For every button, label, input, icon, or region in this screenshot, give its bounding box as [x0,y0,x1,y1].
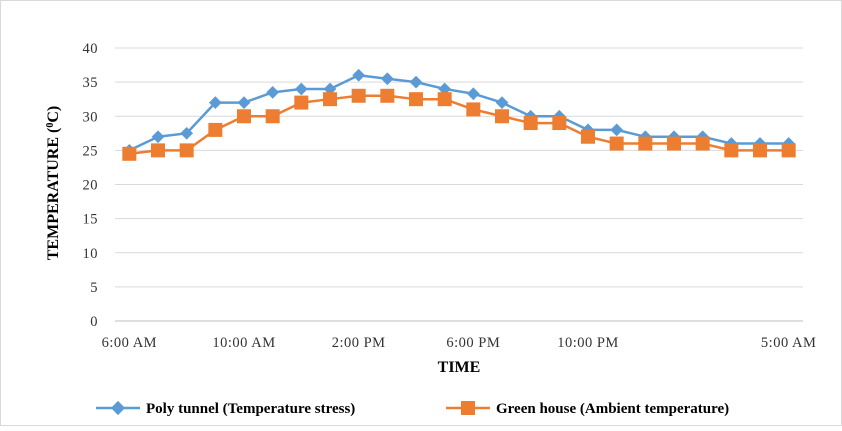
point-green-house [523,116,538,131]
legend-marker-green-house [461,401,475,415]
point-green-house [781,143,796,158]
point-green-house [552,116,567,131]
y-axis-title-superscript: 0 [45,123,56,128]
x-tick-label: 10:00 PM [557,335,619,351]
legend-label-poly-tunnel: Poly tunnel (Temperature stress) [146,401,355,417]
series-layer [122,68,796,161]
point-green-house [638,136,653,151]
point-poly-tunnel [237,96,251,109]
x-axis-title: TIME [438,359,481,376]
point-green-house [351,88,366,103]
point-green-house [151,143,165,158]
y-axis-title-main: TEMPERATURE ( [45,128,62,261]
y-axis-ticks: 0 5 10 15 20 25 30 35 40 [83,41,99,330]
point-green-house [466,102,481,117]
y-tick-label: 40 [83,41,99,57]
point-green-house [609,136,624,151]
point-green-house [437,92,452,107]
legend-marker-poly-tunnel [110,400,126,416]
x-axis-ticks: 6:00 AM 10:00 AM 2:00 PM 6:00 PM 10:00 PM 5:0… [102,335,816,351]
y-tick-label: 5 [90,280,98,296]
y-tick-label: 20 [83,178,99,194]
y-tick-label: 25 [83,143,99,159]
legend-item-poly-tunnel: Poly tunnel (Temperature stress) [96,400,355,417]
point-poly-tunnel [180,126,194,140]
point-green-house [380,88,395,103]
point-green-house [724,143,739,158]
point-green-house [265,109,280,124]
point-green-house [323,92,337,107]
point-poly-tunnel [294,82,308,96]
point-poly-tunnel [409,75,423,89]
x-tick-label: 5:00 AM [761,335,816,351]
point-green-house [667,136,681,151]
point-green-house [122,146,137,161]
point-poly-tunnel [352,68,366,82]
y-axis-title: TEMPERATURE (0C) [45,106,63,260]
x-tick-label: 10:00 AM [212,335,275,351]
gridlines [115,47,803,322]
point-poly-tunnel [495,96,509,109]
point-poly-tunnel [208,96,222,109]
y-tick-label: 0 [90,314,98,330]
point-poly-tunnel [151,130,165,144]
point-green-house [581,129,595,144]
legend-label-green-house: Green house (Ambient temperature) [496,401,729,417]
legend-item-green-house: Green house (Ambient temperature) [446,401,729,417]
point-green-house [179,143,194,158]
point-poly-tunnel [438,82,452,96]
point-green-house [695,136,710,151]
point-poly-tunnel [380,72,394,86]
y-tick-label: 15 [83,212,99,228]
y-tick-label: 10 [83,246,99,262]
point-green-house [208,122,223,137]
point-poly-tunnel [466,87,480,101]
point-green-house [753,143,767,158]
point-poly-tunnel [266,85,280,99]
x-tick-label: 6:00 AM [102,335,157,351]
point-green-house [495,109,509,124]
legend: Poly tunnel (Temperature stress) Green h… [96,400,729,417]
x-tick-label: 2:00 PM [332,335,386,351]
x-tick-label: 6:00 PM [446,335,500,351]
point-green-house [237,109,251,124]
point-poly-tunnel [323,82,337,96]
y-tick-label: 35 [83,75,99,91]
point-green-house [294,95,309,110]
y-tick-label: 30 [83,109,99,125]
point-green-house [409,92,423,107]
y-axis-title-suffix: C) [45,106,62,123]
